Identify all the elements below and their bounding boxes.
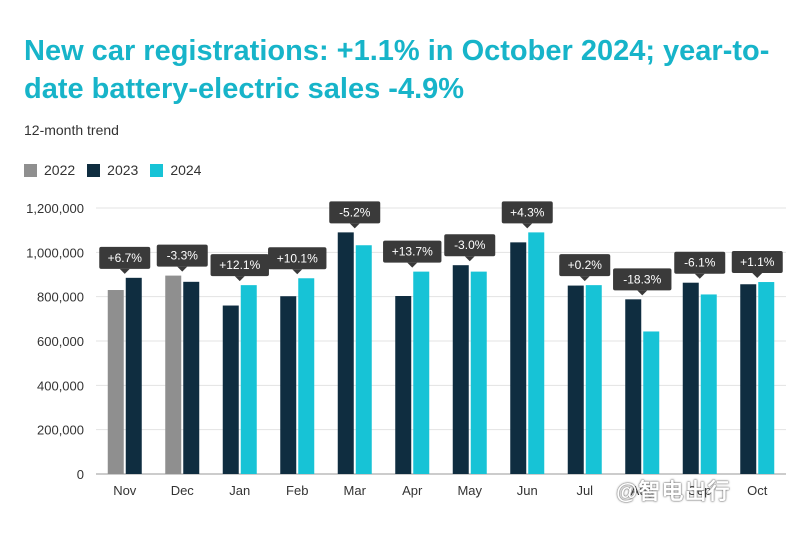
annotation-box: [210, 254, 269, 277]
annotation-pointer: [522, 223, 533, 229]
annotation-pointer: [177, 266, 188, 272]
bar-2023-jan: [222, 305, 239, 474]
x-tick-label: Jun: [517, 483, 538, 498]
x-tick-label: Oct: [747, 483, 768, 498]
y-tick-label: 1,200,000: [26, 201, 84, 216]
legend-item-2022: 2022: [24, 162, 75, 178]
bar-2024-jul: [585, 285, 602, 474]
x-tick-label: Jan: [229, 483, 250, 498]
legend-item-2024: 2024: [150, 162, 201, 178]
legend: 2022 2023 2024: [24, 162, 213, 178]
annotation-pointer: [637, 290, 648, 296]
annotation-pointer: [752, 273, 763, 279]
bar-2023-oct: [740, 284, 757, 474]
bar-2023-aug: [625, 299, 642, 474]
annotation-label: +1.1%: [740, 255, 775, 269]
bar-2022-nov: [107, 290, 124, 474]
annotation-label: +4.3%: [510, 205, 545, 219]
x-tick-label: Feb: [286, 483, 308, 498]
bar-2024-apr: [413, 271, 430, 474]
y-tick-label: 400,000: [37, 378, 84, 393]
x-tick-label: Aug: [631, 483, 654, 498]
bar-2023-nov: [125, 277, 142, 474]
y-tick-label: 1,000,000: [26, 245, 84, 260]
annotation-box: [156, 244, 208, 267]
bar-2023-may: [452, 265, 469, 474]
annotation-box: [501, 201, 553, 224]
bar-2022-dec: [165, 275, 182, 474]
annotation-box: [383, 240, 442, 263]
y-tick-label: 800,000: [37, 290, 84, 305]
bar-2024-aug: [643, 331, 660, 474]
annotation-pointer: [579, 276, 590, 282]
x-tick-label: Jul: [576, 483, 593, 498]
annotation-box: [99, 246, 151, 269]
annotation-label: -6.1%: [684, 256, 716, 270]
annotation-box: [674, 251, 726, 274]
annotation-label: +0.2%: [568, 258, 603, 272]
bar-2024-mar: [355, 245, 372, 474]
bar-2024-feb: [298, 278, 315, 474]
annotation-label: -18.3%: [623, 272, 661, 286]
chart-subtitle: 12-month trend: [24, 122, 119, 138]
y-tick-label: 600,000: [37, 334, 84, 349]
x-tick-label: Mar: [344, 483, 367, 498]
x-tick-label: Sep: [688, 483, 711, 498]
annotation-label: -5.2%: [339, 205, 371, 219]
annotation-pointer: [407, 262, 418, 268]
x-tick-label: Nov: [113, 483, 137, 498]
legend-swatch-2022: [24, 163, 37, 177]
annotation-box: [613, 268, 672, 291]
annotation-box: [731, 251, 783, 274]
legend-label-2022: 2022: [44, 162, 76, 178]
annotation-label: -3.3%: [167, 249, 199, 263]
annotation-label: +12.1%: [219, 258, 260, 272]
annotation-pointer: [464, 256, 475, 262]
annotation-box: [268, 247, 327, 270]
y-tick-label: 200,000: [37, 423, 84, 438]
annotation-label: +10.1%: [277, 251, 318, 265]
bar-2024-jan: [240, 285, 257, 474]
annotation-box: [559, 254, 611, 277]
bar-2023-jun: [510, 242, 527, 474]
bar-2023-jul: [567, 285, 584, 474]
legend-swatch-2023: [87, 163, 101, 177]
x-tick-label: Apr: [402, 483, 423, 498]
legend-swatch-2024: [150, 163, 164, 177]
x-tick-label: May: [457, 483, 482, 498]
bar-2023-sep: [682, 282, 699, 474]
watermark: @智电出行: [616, 479, 731, 504]
x-tick-label: Dec: [171, 483, 195, 498]
legend-label-2023: 2023: [107, 162, 139, 178]
annotation-pointer: [119, 268, 130, 274]
annotation-label: -3.0%: [454, 238, 486, 252]
bar-2023-dec: [183, 281, 200, 474]
chart-title: New car registrations: +1.1% in October …: [24, 35, 770, 105]
annotation-pointer: [292, 269, 303, 275]
annotation-pointer: [694, 273, 705, 279]
annotation-box: [444, 234, 496, 257]
annotation-pointer: [234, 276, 245, 282]
annotation-pointer: [349, 223, 360, 229]
bar-2023-feb: [280, 296, 297, 474]
bar-2024-jun: [528, 232, 545, 474]
bar-2024-may: [470, 271, 487, 474]
bar-2023-mar: [337, 232, 354, 474]
legend-label-2024: 2024: [170, 162, 202, 178]
y-tick-label: 0: [77, 467, 84, 482]
bar-2024-oct: [758, 282, 775, 474]
annotation-label: +13.7%: [392, 245, 433, 259]
annotation-label: +6.7%: [108, 251, 143, 265]
legend-item-2023: 2023: [87, 162, 138, 178]
bar-2023-apr: [395, 296, 412, 474]
annotation-box: [329, 201, 381, 224]
bar-2024-sep: [700, 294, 717, 474]
